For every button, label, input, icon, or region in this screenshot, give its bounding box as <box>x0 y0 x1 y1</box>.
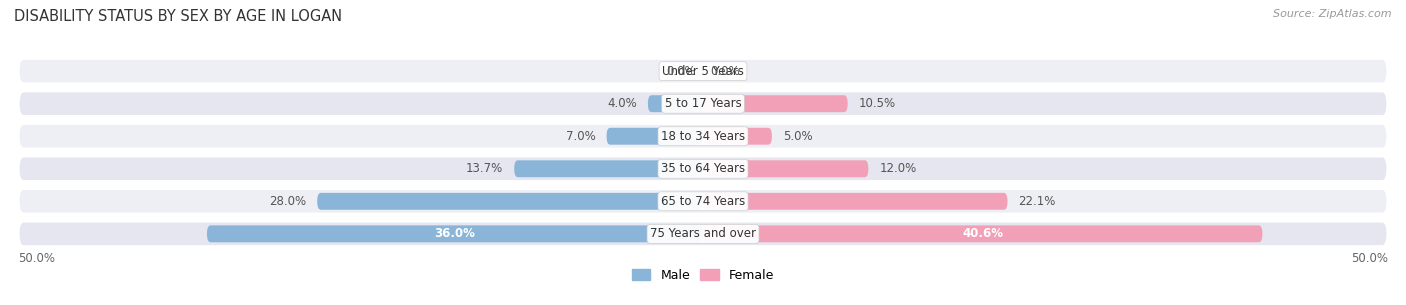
Text: Under 5 Years: Under 5 Years <box>662 65 744 78</box>
Text: Source: ZipAtlas.com: Source: ZipAtlas.com <box>1274 9 1392 19</box>
Text: 28.0%: 28.0% <box>269 195 307 208</box>
FancyBboxPatch shape <box>318 193 703 210</box>
FancyBboxPatch shape <box>703 128 772 145</box>
Text: 12.0%: 12.0% <box>879 162 917 175</box>
Text: 10.5%: 10.5% <box>859 97 896 110</box>
Text: 22.1%: 22.1% <box>1018 195 1056 208</box>
FancyBboxPatch shape <box>703 160 869 177</box>
Text: 50.0%: 50.0% <box>1351 252 1388 265</box>
FancyBboxPatch shape <box>18 124 1388 149</box>
FancyBboxPatch shape <box>18 188 1388 214</box>
Text: 4.0%: 4.0% <box>607 97 637 110</box>
FancyBboxPatch shape <box>18 156 1388 181</box>
Legend: Male, Female: Male, Female <box>627 264 779 287</box>
FancyBboxPatch shape <box>703 193 1008 210</box>
FancyBboxPatch shape <box>703 95 848 112</box>
Text: 0.0%: 0.0% <box>710 65 740 78</box>
Text: 50.0%: 50.0% <box>18 252 55 265</box>
FancyBboxPatch shape <box>18 91 1388 117</box>
Text: 7.0%: 7.0% <box>565 130 596 143</box>
Text: 0.0%: 0.0% <box>666 65 696 78</box>
Text: 36.0%: 36.0% <box>434 227 475 240</box>
FancyBboxPatch shape <box>18 221 1388 246</box>
Text: DISABILITY STATUS BY SEX BY AGE IN LOGAN: DISABILITY STATUS BY SEX BY AGE IN LOGAN <box>14 9 342 24</box>
Text: 5.0%: 5.0% <box>783 130 813 143</box>
FancyBboxPatch shape <box>515 160 703 177</box>
Text: 40.6%: 40.6% <box>962 227 1004 240</box>
FancyBboxPatch shape <box>18 59 1388 84</box>
Text: 13.7%: 13.7% <box>465 162 503 175</box>
Text: 35 to 64 Years: 35 to 64 Years <box>661 162 745 175</box>
Text: 5 to 17 Years: 5 to 17 Years <box>665 97 741 110</box>
Text: 18 to 34 Years: 18 to 34 Years <box>661 130 745 143</box>
Text: 75 Years and over: 75 Years and over <box>650 227 756 240</box>
FancyBboxPatch shape <box>207 225 703 242</box>
FancyBboxPatch shape <box>606 128 703 145</box>
FancyBboxPatch shape <box>703 225 1263 242</box>
FancyBboxPatch shape <box>648 95 703 112</box>
Text: 65 to 74 Years: 65 to 74 Years <box>661 195 745 208</box>
